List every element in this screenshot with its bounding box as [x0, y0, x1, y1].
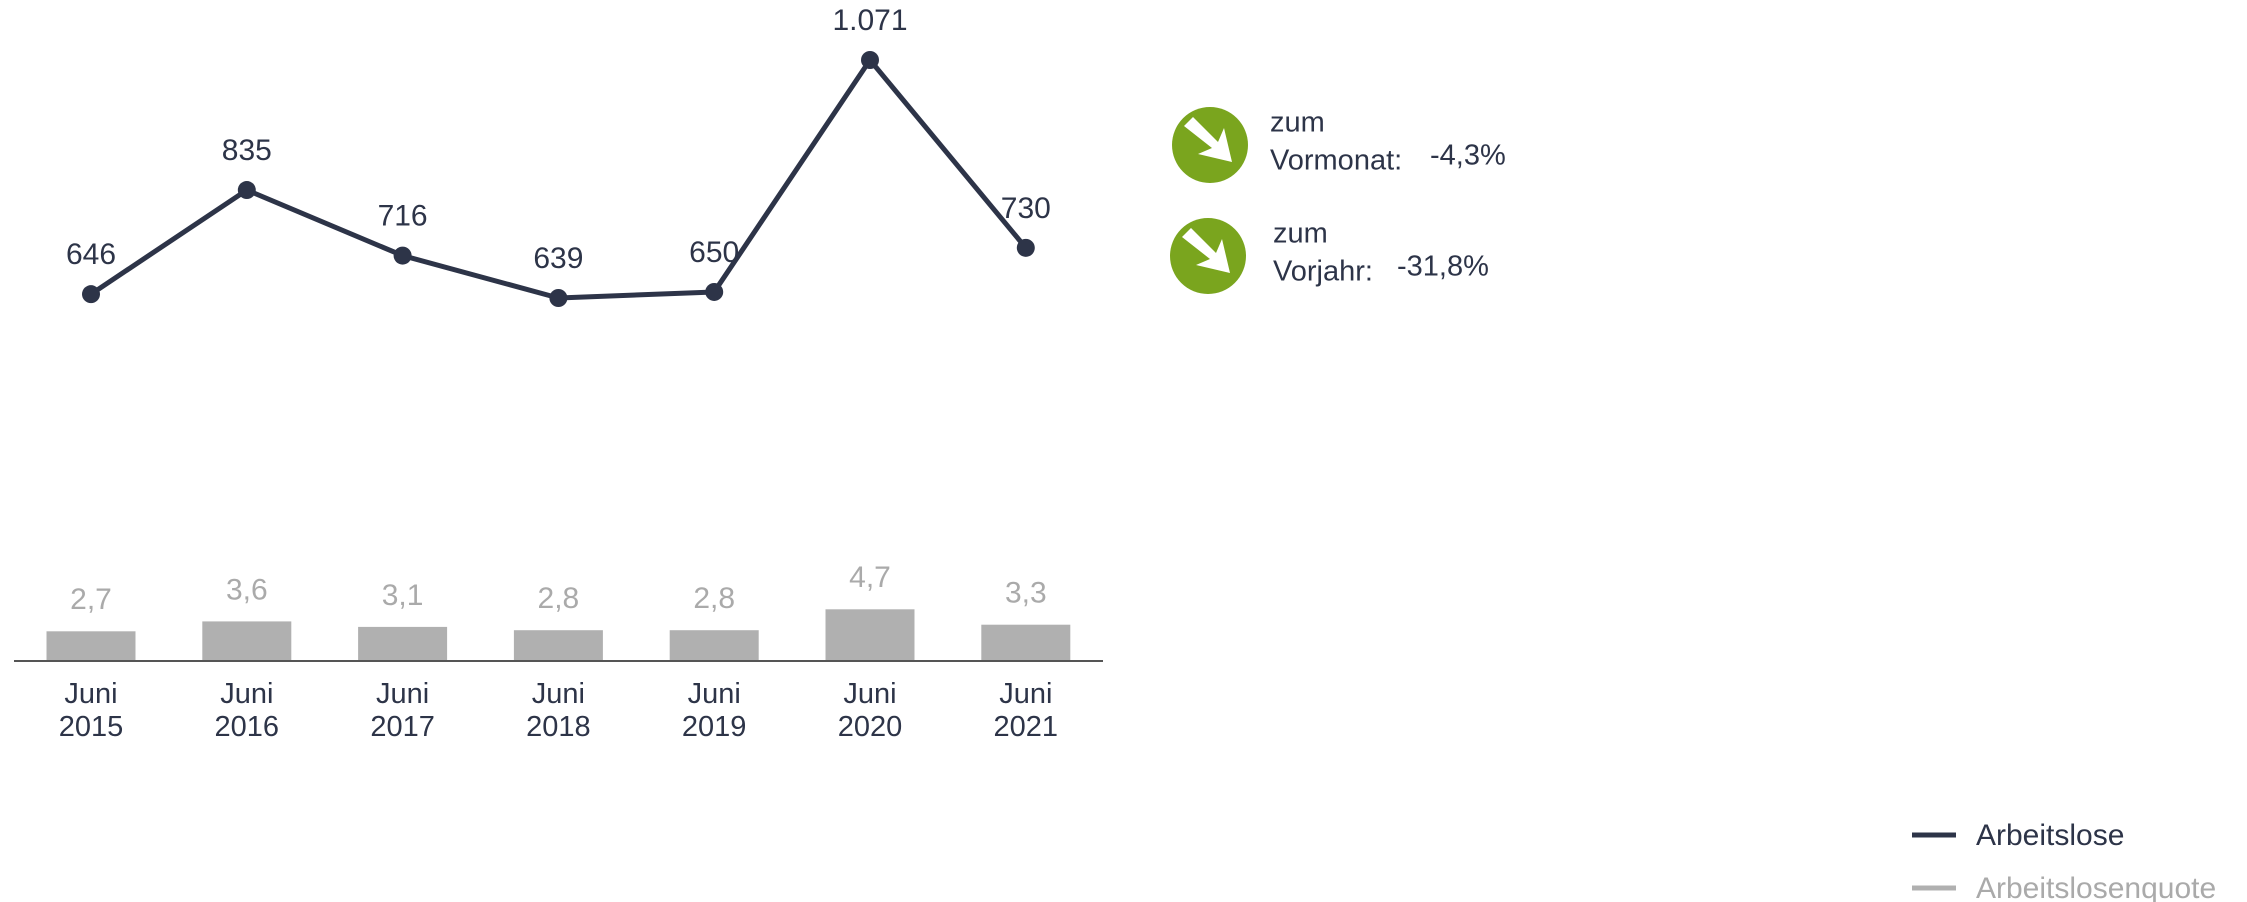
legend-label: Arbeitslosenquote	[1976, 872, 2216, 902]
indicator-label: zum	[1273, 218, 1328, 250]
bar-label: 2,8	[538, 582, 580, 615]
point-label: 730	[1001, 192, 1051, 225]
bar-label: 2,8	[693, 582, 735, 615]
x-tick-label: Juni 2020	[837, 678, 903, 743]
bar	[669, 630, 759, 661]
indicator: zum Vorjahr: -31,8%	[1170, 218, 1489, 294]
point	[861, 51, 879, 69]
x-tick-label: Juni 2018	[526, 678, 591, 743]
indicator-arrow	[1184, 117, 1232, 162]
bar	[981, 624, 1071, 661]
x-tick-label: Juni 2019	[681, 678, 747, 743]
bar-label: 3,3	[1005, 577, 1047, 610]
point-label: 1.071	[832, 4, 907, 37]
x-tick-label: Juni 2021	[993, 678, 1059, 743]
point-label: 835	[222, 134, 272, 167]
point	[705, 282, 724, 301]
legend-label: Arbeitslose	[1976, 819, 2124, 852]
point	[549, 289, 568, 307]
point-label: 716	[378, 200, 428, 233]
point-label: 650	[689, 236, 739, 269]
bar	[513, 630, 603, 661]
point	[1016, 238, 1035, 257]
point	[237, 181, 256, 200]
bar-label: 3,6	[226, 573, 268, 606]
bar	[202, 621, 292, 661]
indicator-label: zum	[1270, 107, 1325, 139]
point	[82, 285, 100, 304]
x-tick-label: Juni 2016	[214, 678, 280, 743]
indicator-label: Vorjahr:	[1273, 256, 1373, 288]
point	[393, 246, 412, 265]
bar	[358, 626, 448, 661]
bar	[825, 609, 915, 661]
bar-label: 2,7	[70, 583, 112, 616]
bar-label: 4,7	[849, 561, 891, 594]
indicator-value: -31,8%	[1397, 251, 1489, 283]
x-tick-label: Juni 2015	[58, 678, 124, 743]
point-label: 646	[66, 238, 116, 271]
indicator-value: -4,3%	[1430, 140, 1506, 172]
x-tick-label: Juni 2017	[370, 678, 435, 743]
point-label: 639	[533, 242, 583, 275]
bar-label: 3,1	[382, 579, 424, 612]
indicator: zum Vormonat: -4,3%	[1172, 107, 1506, 183]
bar	[46, 631, 136, 661]
indicator-arrow	[1182, 228, 1230, 273]
indicator-label: Vormonat:	[1270, 145, 1402, 177]
